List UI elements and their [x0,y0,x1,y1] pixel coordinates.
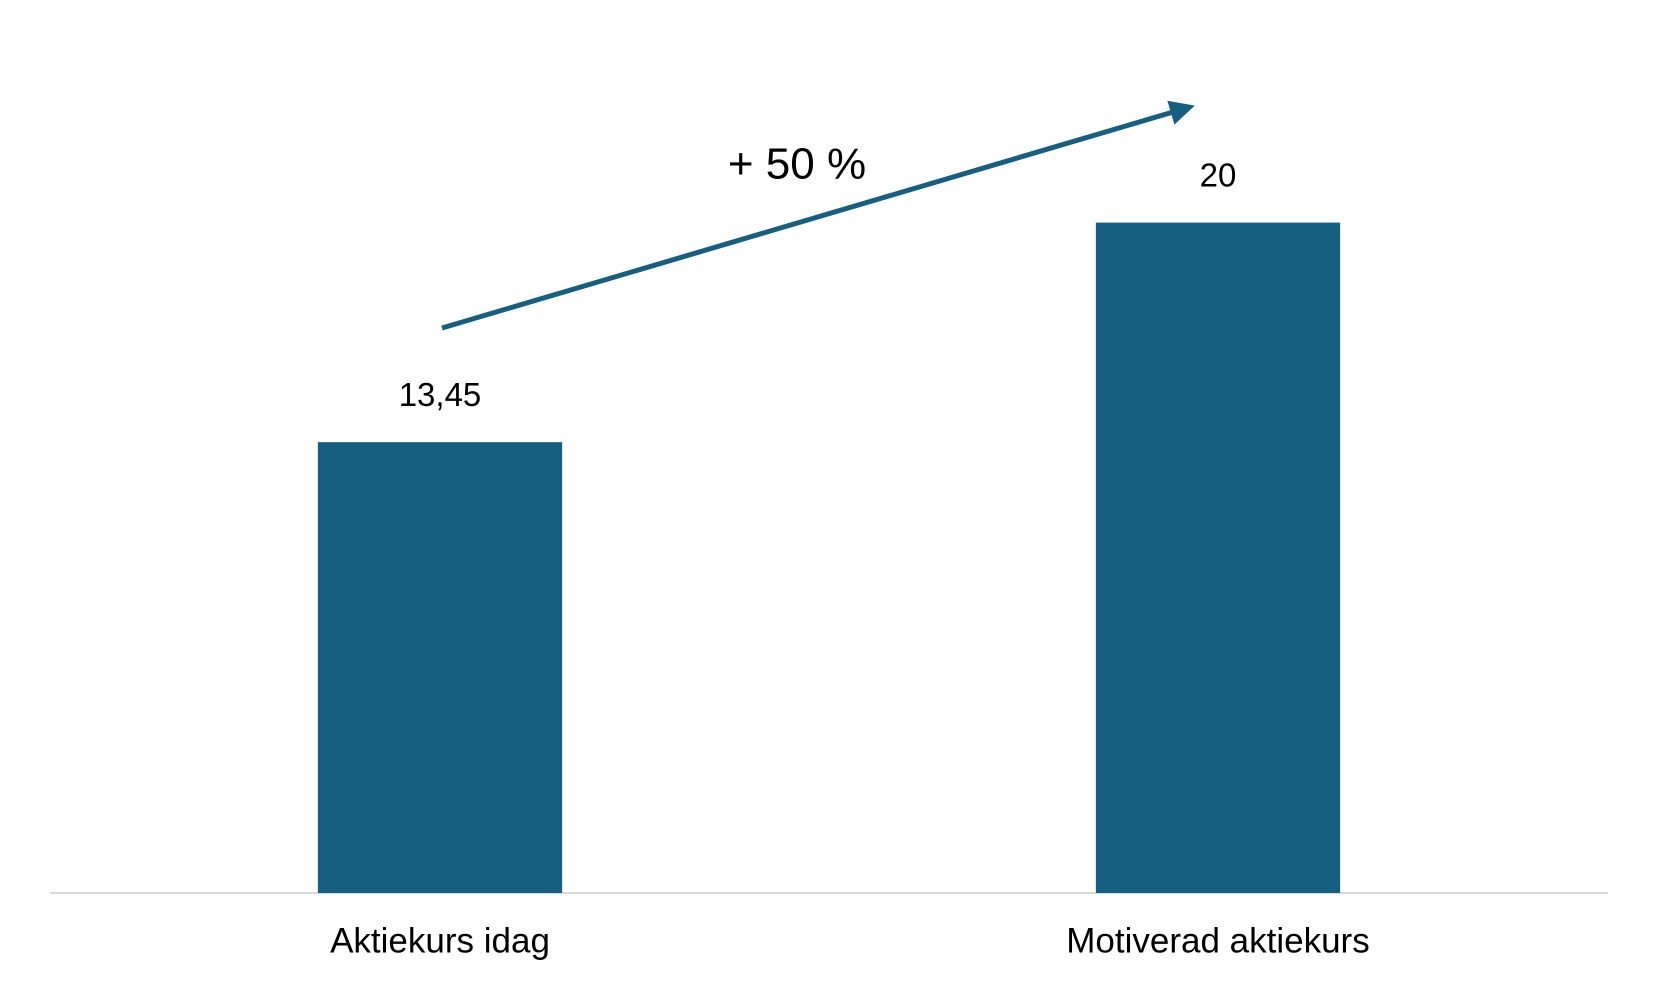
x-tick-label: Aktiekurs idag [330,921,550,960]
value-label: 20 [1200,156,1237,193]
value-label: 13,45 [399,376,482,413]
bar [1095,222,1341,894]
bar [317,442,563,893]
growth-arrow [441,100,1195,331]
x-tick-label: Motiverad aktiekurs [1066,921,1369,960]
annotation: + 50 % [728,140,866,189]
